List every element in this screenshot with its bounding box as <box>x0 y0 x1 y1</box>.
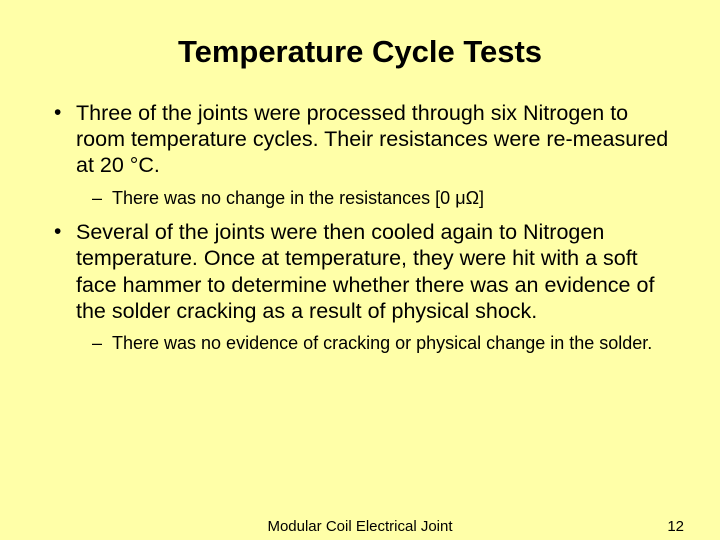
sub-bullet-item: There was no change in the resistances [… <box>76 187 680 210</box>
bullet-text: Several of the joints were then cooled a… <box>76 220 654 323</box>
sub-bullet-text: There was no evidence of cracking or phy… <box>112 333 652 353</box>
bullet-item: Several of the joints were then cooled a… <box>40 219 680 354</box>
footer-center-text: Modular Coil Electrical Joint <box>0 518 720 535</box>
bullet-list: Three of the joints were processed throu… <box>40 100 680 355</box>
sub-bullet-text: There was no change in the resistances [… <box>112 188 484 208</box>
sub-bullet-list: There was no evidence of cracking or phy… <box>76 332 680 355</box>
slide: Temperature Cycle Tests Three of the joi… <box>0 0 720 540</box>
sub-bullet-list: There was no change in the resistances [… <box>76 187 680 210</box>
slide-title: Temperature Cycle Tests <box>40 34 680 70</box>
footer-page-number: 12 <box>667 518 684 535</box>
bullet-text: Three of the joints were processed throu… <box>76 101 668 177</box>
bullet-item: Three of the joints were processed throu… <box>40 100 680 209</box>
sub-bullet-item: There was no evidence of cracking or phy… <box>76 332 680 355</box>
